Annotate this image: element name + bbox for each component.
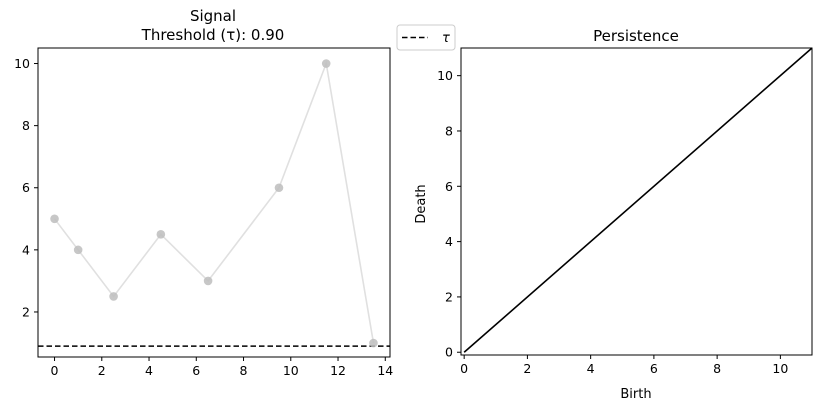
- signal-xtick-label: 2: [98, 363, 106, 378]
- persistence-xtick-label: 4: [587, 361, 595, 376]
- signal-point: [369, 338, 378, 348]
- signal-xtick-label: 0: [51, 363, 59, 378]
- persistence-ytick-label: 8: [445, 123, 453, 138]
- persistence-ylabel: Death: [414, 184, 429, 223]
- signal-axes-frame: [37, 47, 391, 358]
- signal-xtick-label: 6: [192, 363, 200, 378]
- persistence-title: Persistence: [593, 27, 679, 45]
- signal-ytick-label: 8: [22, 118, 30, 133]
- persistence-ytick-label: 4: [445, 234, 453, 249]
- legend-label-tau: τ: [442, 31, 450, 46]
- signal-xtick-label: 12: [330, 363, 346, 378]
- persistence-ytick-label: 0: [445, 345, 453, 360]
- signal-point: [73, 245, 83, 255]
- signal-point: [50, 214, 59, 224]
- signal-chart: Signal Threshold (τ): 0.90 0 2 4 6 8 10 12 14 2 4…: [14, 7, 393, 378]
- persistence-xtick-label: 0: [460, 361, 468, 376]
- persistence-xtick-label: 8: [713, 361, 721, 376]
- signal-point: [203, 276, 213, 286]
- signal-point: [321, 59, 331, 68]
- signal-ytick-label: 2: [22, 304, 30, 319]
- persistence-axes-frame: [460, 47, 813, 356]
- signal-subtitle: Threshold (τ): 0.90: [141, 26, 285, 44]
- signal-plot-area: 0 2 4 6 8 10 12 14 2 4 6 8 10: [14, 47, 393, 378]
- signal-xtick-label: 4: [145, 363, 153, 378]
- threshold-legend: τ: [396, 24, 456, 51]
- legend-box: [396, 24, 456, 51]
- persistence-xlabel: Birth: [620, 387, 651, 402]
- signal-xtick-label: 10: [283, 363, 299, 378]
- signal-ytick-label: 10: [14, 56, 30, 71]
- signal-ytick-label: 6: [22, 180, 30, 195]
- signal-xtick-label: 14: [377, 363, 393, 378]
- signal-ytick-label: 4: [22, 242, 30, 257]
- persistence-xtick-label: 10: [772, 361, 788, 376]
- diagonal-line: [463, 47, 813, 353]
- persistence-xtick-label: 2: [523, 361, 531, 376]
- signal-line: [53, 60, 375, 344]
- signal-point: [156, 230, 166, 239]
- signal-point: [274, 183, 284, 193]
- signal-point: [109, 292, 118, 301]
- persistence-ytick-label: 6: [445, 179, 453, 194]
- persistence-chart: Persistence 0 2 4 6 8 10 0 2 4 6 8 10 Birth Death: [414, 27, 813, 402]
- persistence-plot-area: 0 2 4 6 8 10 0 2 4 6 8 10: [437, 47, 813, 376]
- signal-xtick-label: 8: [240, 363, 248, 378]
- persistence-ytick-label: 2: [445, 289, 453, 304]
- persistence-ytick-label: 10: [437, 68, 453, 83]
- signal-title: Signal: [190, 7, 236, 25]
- persistence-xtick-label: 6: [650, 361, 658, 376]
